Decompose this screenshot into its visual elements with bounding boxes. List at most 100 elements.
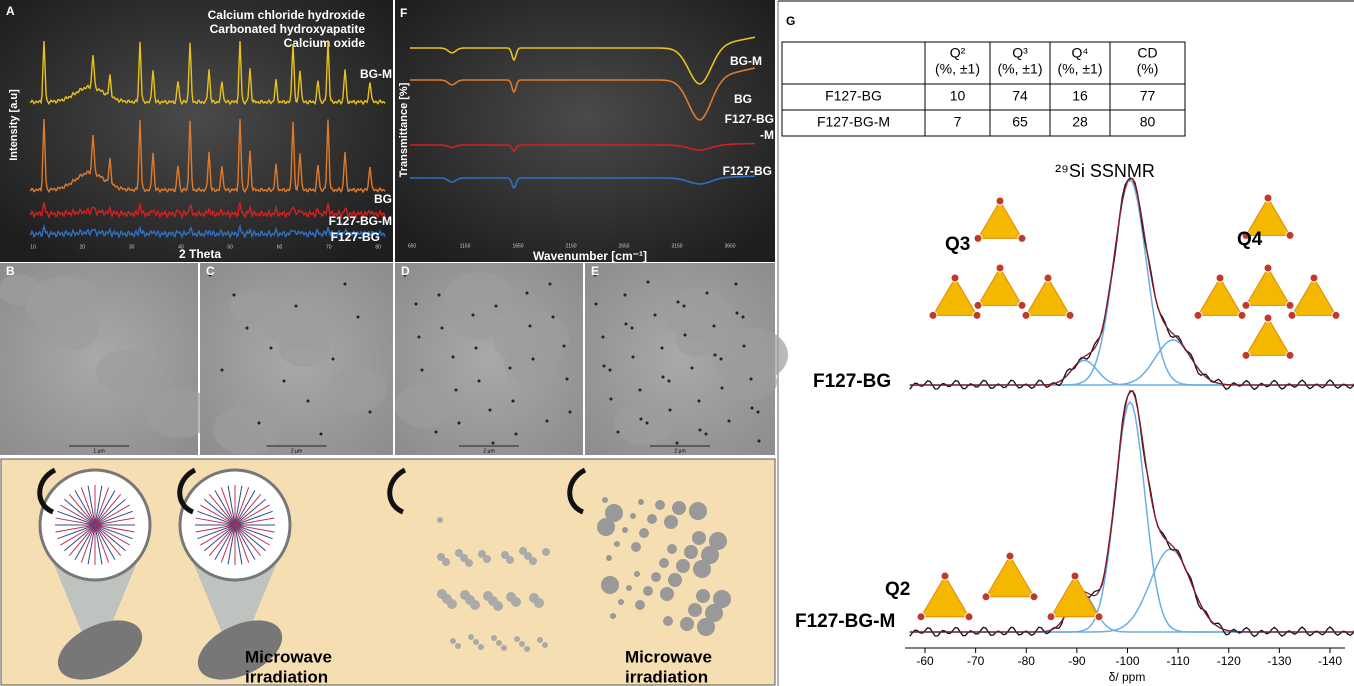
- x-tick-label: 3150: [671, 243, 682, 249]
- nanoparticle: [626, 585, 632, 591]
- tem-particle: [661, 347, 664, 350]
- nanoparticle: [655, 500, 665, 510]
- tem-particle: [625, 323, 628, 326]
- fit-component: [910, 593, 1354, 632]
- tetrahedron: [986, 556, 1034, 597]
- tem-region: [26, 276, 102, 332]
- tem-particle: [721, 387, 724, 390]
- nanoparticle: [688, 603, 702, 617]
- tetrahedron: [1246, 318, 1290, 355]
- nanoparticle: [635, 600, 645, 610]
- tem-particle: [455, 389, 458, 392]
- tem-particle: [758, 440, 761, 443]
- structure-label: Q4: [1237, 229, 1263, 250]
- tem-particle: [435, 431, 438, 434]
- oxygen: [996, 264, 1004, 272]
- tem-particle: [421, 369, 424, 372]
- tem-particle: [757, 411, 760, 414]
- table-header: CD: [1137, 45, 1157, 61]
- tetrahedron: [1246, 268, 1290, 305]
- nanoparticle: [437, 517, 443, 523]
- tem-particle: [751, 407, 754, 410]
- tem-particle: [698, 400, 701, 403]
- scale-label: 2 µm: [674, 448, 685, 454]
- nanoparticle: [631, 542, 641, 552]
- oxygen: [1066, 311, 1074, 319]
- oxygen: [1310, 274, 1318, 282]
- oxygen: [1288, 311, 1296, 319]
- nanoparticle: [606, 555, 612, 561]
- oxygen: [1242, 301, 1250, 309]
- oxygen: [1332, 311, 1340, 319]
- tem-region: [262, 293, 338, 349]
- panel-label: B: [6, 264, 15, 278]
- x-tick-label: 60: [277, 244, 283, 250]
- x-tick-label: 30: [129, 244, 135, 250]
- nanoparticle: [668, 573, 682, 587]
- tem-particle: [684, 334, 687, 337]
- tem-particle: [631, 327, 634, 330]
- nanoparticle: [519, 641, 525, 647]
- nanoparticle: [455, 549, 463, 557]
- nanoparticle: [514, 636, 520, 642]
- table-cell-text: F127-BG: [825, 88, 882, 104]
- oxygen: [1286, 231, 1294, 239]
- nanoparticle: [667, 544, 677, 554]
- panel-label: G: [786, 14, 795, 28]
- tem-region: [444, 272, 512, 322]
- tem-particle: [632, 356, 635, 359]
- tem-particle: [566, 378, 569, 381]
- table-cell-text: 80: [1140, 114, 1156, 130]
- tetrahedron: [1292, 278, 1336, 315]
- scale-label: 2 µm: [291, 448, 302, 454]
- nanoparticle: [542, 548, 550, 556]
- tem-particle: [662, 376, 665, 379]
- nanoparticle: [659, 558, 669, 568]
- tem-particle: [624, 294, 627, 297]
- oxygen: [974, 301, 982, 309]
- x-tick-label: -100: [1115, 654, 1139, 668]
- nanoparticle: [696, 589, 710, 603]
- nanoparticle: [524, 646, 530, 652]
- tetrahedron: [1026, 278, 1070, 315]
- nanoparticle: [638, 499, 644, 505]
- tem-particle: [639, 389, 642, 392]
- table-cell-text: 10: [950, 88, 966, 104]
- x-tick-label: -120: [1217, 654, 1241, 668]
- tem-particle: [307, 400, 310, 403]
- tetrahedron: [1051, 576, 1099, 617]
- oxygen: [1022, 311, 1030, 319]
- legend-entry: Carbonated hydroxyapatite: [210, 22, 366, 36]
- oxygen: [1242, 351, 1250, 359]
- tem-particle: [669, 409, 672, 412]
- tem-particle: [728, 420, 731, 423]
- nanoparticle: [610, 613, 616, 619]
- panel-label: D: [401, 264, 410, 278]
- tem-particle: [438, 294, 441, 297]
- table-cell-text: 7: [954, 114, 962, 130]
- x-tick-label: 80: [375, 244, 381, 250]
- x-tick-label: 2650: [618, 243, 629, 249]
- tem-region: [493, 310, 569, 366]
- spectrum-label: F127-BG-M: [795, 611, 895, 632]
- y-label: Transmittance [%]: [398, 82, 410, 177]
- oxygen: [917, 613, 925, 621]
- nanoparticle: [713, 590, 731, 608]
- oxygen: [1095, 613, 1103, 621]
- series-label: -M: [760, 128, 774, 142]
- panel-label: E: [591, 264, 599, 278]
- tem-particle: [233, 294, 236, 297]
- x-tick-label: 50: [227, 244, 233, 250]
- tem-particle: [320, 433, 323, 436]
- oxygen: [1030, 593, 1038, 601]
- nanoparticle: [680, 617, 694, 631]
- x-tick-label: 20: [80, 244, 86, 250]
- x-label: 2 Theta: [179, 247, 221, 261]
- fit-component: [910, 549, 1354, 632]
- x-tick-label: -110: [1167, 654, 1190, 668]
- nanoparticle: [622, 527, 628, 533]
- nanoparticle: [537, 637, 543, 643]
- oxygen: [1071, 572, 1079, 580]
- table-cell-text: F127-BG-M: [817, 114, 890, 130]
- oxygen: [1047, 613, 1055, 621]
